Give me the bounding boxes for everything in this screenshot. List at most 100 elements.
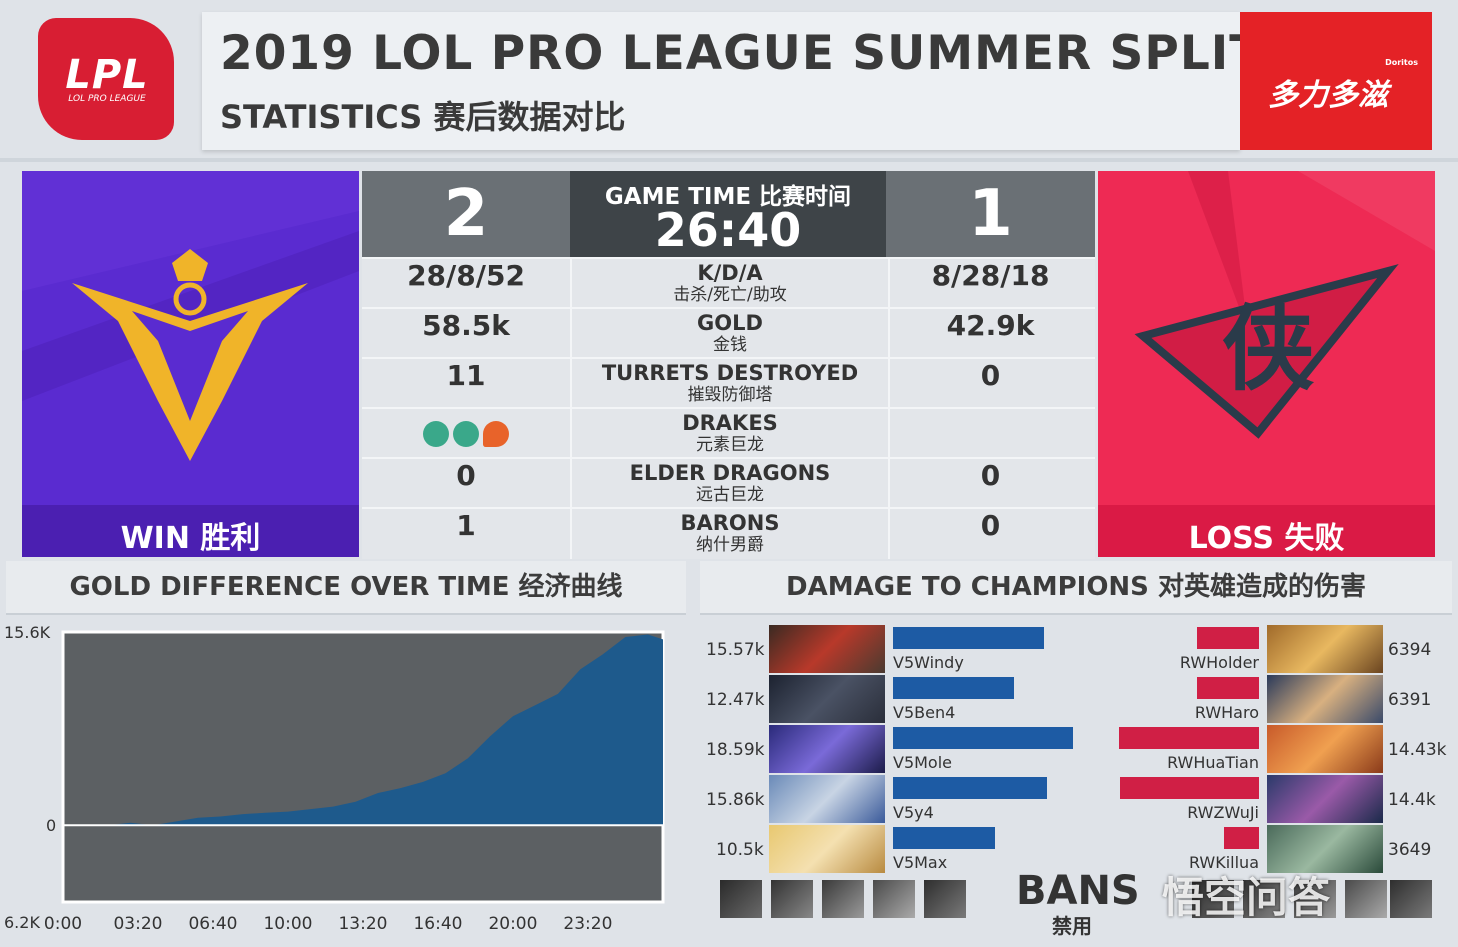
- team-right-panel: 侠 LOSS 失败: [1098, 171, 1435, 557]
- player-name: RWZWuJi: [1187, 803, 1259, 822]
- stat-row-kda: 28/8/52 K/D/A 击杀/死亡/助攻 8/28/18: [362, 257, 1095, 309]
- damage-bar: [893, 827, 995, 849]
- damage-value: 15.86k: [706, 790, 765, 810]
- stat-row-turrets: 11 TURRETS DESTROYED 摧毁防御塔 0: [362, 357, 1095, 409]
- stat-label: K/D/A 击杀/死亡/助攻: [570, 259, 890, 309]
- stat-label-en: K/D/A: [697, 261, 763, 285]
- damage-value: 12.47k: [706, 690, 765, 710]
- damage-value: 3649: [1388, 840, 1432, 860]
- damage-bar: [893, 627, 1044, 649]
- damage-bar: [893, 777, 1047, 799]
- player-name: RWKillua: [1188, 853, 1259, 872]
- stat-left-value: 11: [446, 359, 486, 392]
- ocean-drake-icon: [423, 421, 449, 447]
- champion-portrait-icon: [1267, 625, 1383, 673]
- champion-portrait-icon: [769, 775, 885, 823]
- gold-difference-chart: 15.6K 0 6.2K 0:00 03:20 06:40 10:00 13:20 16:40 2…: [0, 620, 680, 943]
- stat-label-zh: 远古巨龙: [696, 485, 764, 505]
- lpl-logo: LPL LOL PRO LEAGUE: [38, 18, 174, 140]
- x-tick-label: 20:00: [488, 914, 537, 934]
- infernal-drake-icon: [483, 421, 509, 447]
- x-tick-label: 0:00: [44, 914, 82, 934]
- stat-label-en: BARONS: [680, 511, 780, 535]
- damage-bar: [893, 727, 1073, 749]
- ban-champion-icon: [771, 880, 813, 918]
- header-divider: [0, 158, 1458, 162]
- player-name: RWHaro: [1194, 703, 1259, 722]
- player-name: RWHolder: [1179, 653, 1259, 672]
- stat-label: GOLD 金钱: [570, 309, 890, 359]
- sponsor-name: 多力多滋: [1268, 78, 1388, 113]
- stat-left-value: 0: [456, 459, 476, 492]
- stat-right-value: [886, 409, 1095, 459]
- score-right: 1: [886, 171, 1095, 257]
- stat-left-value: 1: [456, 509, 476, 542]
- team-v5-emblem-icon: [22, 171, 359, 461]
- champion-portrait-icon: [1267, 825, 1383, 873]
- game-time-label: GAME TIME 比赛时间: [604, 184, 852, 210]
- team-left-panel: WIN 胜利: [22, 171, 359, 557]
- logo-subtext: LOL PRO LEAGUE: [68, 94, 146, 104]
- page-subtitle: STATISTICS 赛后数据对比: [220, 98, 626, 136]
- stats-table: 2 GAME TIME 比赛时间 26:40 1 28/8/52 K/D/A 击杀…: [362, 171, 1095, 559]
- champion-portrait-icon: [769, 725, 885, 773]
- champion-portrait-icon: [769, 825, 885, 873]
- stat-label-zh: 元素巨龙: [696, 435, 764, 455]
- stat-row-elder: 0 ELDER DRAGONS 远古巨龙 0: [362, 457, 1095, 509]
- team-rw-emblem-icon: 侠: [1098, 171, 1435, 439]
- ban-champion-icon: [1192, 880, 1234, 918]
- player-name: V5Windy: [893, 653, 964, 672]
- stat-right-value: 0: [980, 359, 1001, 392]
- player-name: V5y4: [893, 803, 934, 822]
- stat-row-drakes: DRAKES 元素巨龙: [362, 407, 1095, 459]
- gold-chart-svg: 15.6K 0 6.2K 0:00 03:20 06:40 10:00 13:20 16:40 2…: [4, 623, 665, 934]
- svg-text:侠: 侠: [1222, 296, 1315, 403]
- stat-label-en: TURRETS DESTROYED: [601, 361, 859, 385]
- damage-bar: [1197, 677, 1259, 699]
- champion-portrait-icon: [769, 675, 885, 723]
- damage-bar: [1224, 827, 1259, 849]
- x-tick-label: 13:20: [338, 914, 387, 934]
- champion-portrait-icon: [1267, 675, 1383, 723]
- x-tick-label: 03:20: [113, 914, 162, 934]
- champion-portrait-icon: [1267, 775, 1383, 823]
- damage-value: 6391: [1388, 690, 1432, 710]
- gold-area-series: [63, 634, 663, 826]
- champion-portrait-icon: [769, 625, 885, 673]
- stat-right-value: 0: [980, 509, 1001, 542]
- damage-bar: [1197, 627, 1259, 649]
- player-name: V5Ben4: [893, 703, 956, 722]
- player-name: V5Mole: [893, 753, 953, 772]
- watermark: 悟空问答: [1162, 873, 1331, 922]
- y-tick-label: 15.6K: [4, 623, 51, 642]
- stat-label: ELDER DRAGONS 远古巨龙: [570, 459, 890, 509]
- score-left: 2: [362, 171, 570, 257]
- stat-label-zh: 金钱: [713, 335, 747, 355]
- y-tick-label: 6.2K: [4, 913, 40, 932]
- stat-left-value: 58.5k: [422, 309, 510, 342]
- stat-right-value: 0: [980, 459, 1001, 492]
- stat-row-barons: 1 BARONS 纳什男爵 0: [362, 507, 1095, 559]
- ban-champion-icon: [924, 880, 966, 918]
- damage-value: 18.59k: [706, 740, 765, 760]
- gold-section-title: GOLD DIFFERENCE OVER TIME 经济曲线: [6, 561, 686, 615]
- damage-value: 10.5k: [716, 840, 764, 860]
- x-tick-label: 06:40: [188, 914, 237, 934]
- ban-champion-icon: [822, 880, 864, 918]
- stat-label-en: GOLD: [697, 311, 763, 335]
- result-bar-left: WIN 胜利: [22, 505, 359, 557]
- stat-label-zh: 纳什男爵: [696, 535, 764, 555]
- player-name: RWHuaTian: [1167, 753, 1259, 772]
- result-loss-label: LOSS 失败: [1188, 521, 1345, 556]
- stat-label-zh: 摧毁防御塔: [687, 385, 773, 405]
- stat-left-value: 28/8/52: [407, 259, 525, 292]
- damage-bar: [893, 677, 1014, 699]
- sponsor-logo: Doritos 多力多滋: [1240, 12, 1432, 150]
- ocean-drake-icon: [453, 421, 479, 447]
- stat-row-gold: 58.5k GOLD 金钱 42.9k: [362, 307, 1095, 359]
- ban-champion-icon: [1345, 880, 1387, 918]
- damage-value: 14.4k: [1388, 790, 1436, 810]
- ban-champion-icon: [720, 880, 762, 918]
- x-tick-label: 10:00: [263, 914, 312, 934]
- page-title: 2019 LOL PRO LEAGUE SUMMER SPLIT: [220, 26, 1263, 81]
